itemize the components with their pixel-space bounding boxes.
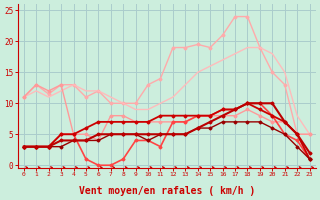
X-axis label: Vent moyen/en rafales ( km/h ): Vent moyen/en rafales ( km/h ) [79, 186, 255, 196]
